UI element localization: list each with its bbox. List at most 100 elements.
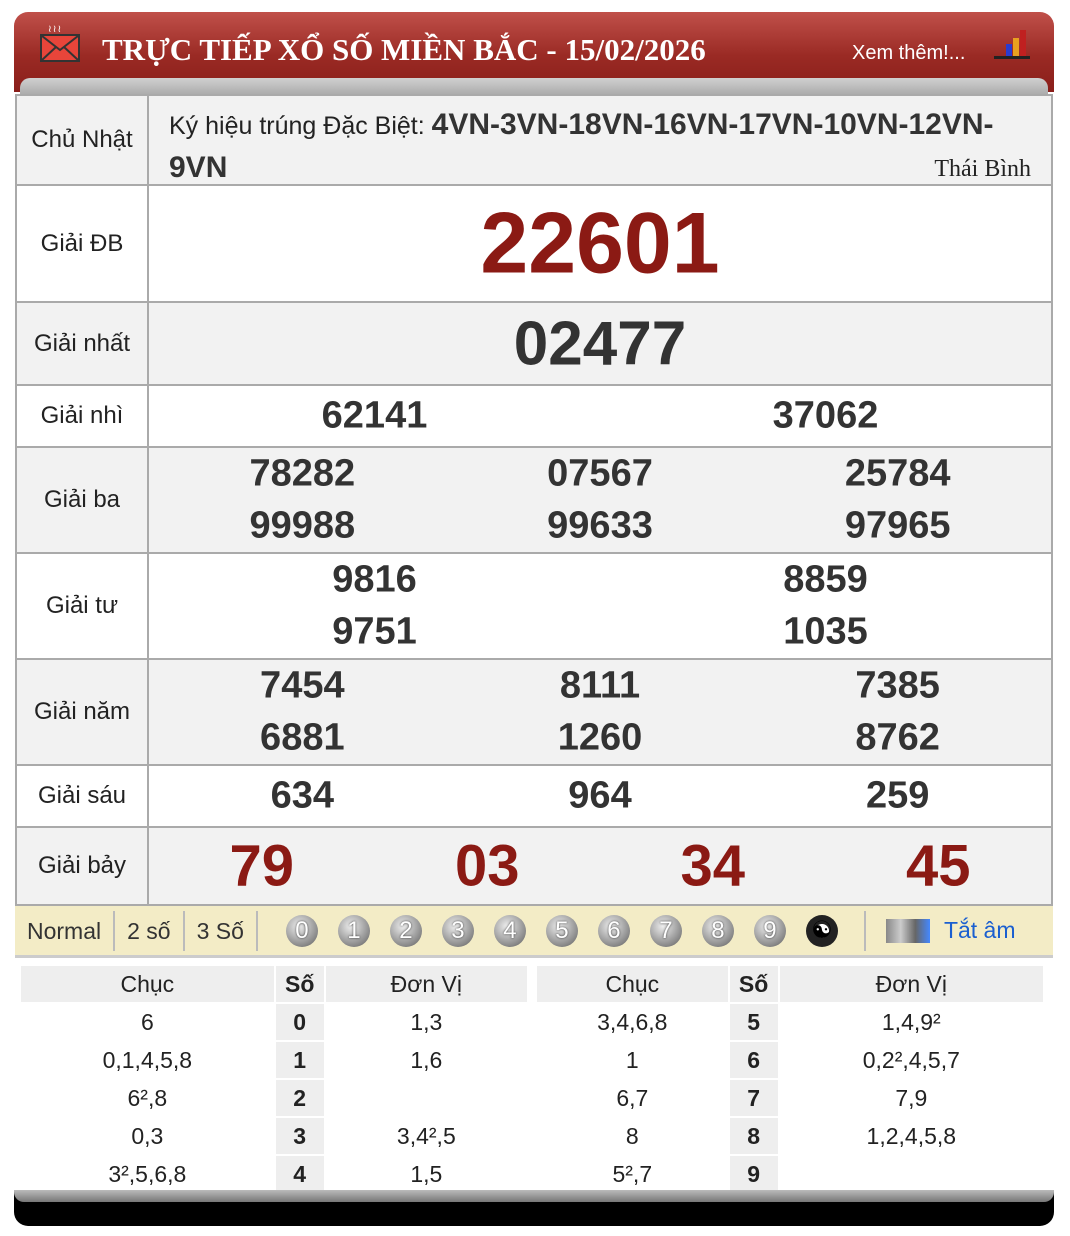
loto-cell: 5 bbox=[729, 1004, 778, 1040]
loto-row: 3²,5,6,8 4 1,5 bbox=[21, 1156, 527, 1192]
prize-number: 7454 bbox=[260, 664, 345, 707]
digit-filter-button[interactable]: 6 bbox=[597, 914, 630, 947]
prize-number: 45 bbox=[905, 833, 971, 899]
mode-tab[interactable]: Normal bbox=[15, 910, 116, 951]
prize-number: 02477 bbox=[513, 309, 687, 378]
loto-row: 0,1,4,5,8 1 1,6 bbox=[21, 1042, 527, 1078]
special-code-label: Ký hiệu trúng Đặc Biệt: bbox=[169, 112, 432, 140]
digit-filter-button[interactable]: 3 bbox=[441, 914, 474, 947]
loto-cell: 0,2²,4,5,7 bbox=[779, 1042, 1043, 1078]
loto-header: Đơn Vị bbox=[325, 966, 527, 1002]
prize-number: 6881 bbox=[260, 716, 345, 759]
loto-cell: 3²,5,6,8 bbox=[21, 1156, 274, 1192]
loto-cell: 3,4,6,8 bbox=[537, 1004, 728, 1040]
prize-number: 964 bbox=[568, 774, 632, 817]
mute-link[interactable]: Tắt âm bbox=[943, 917, 1016, 943]
prize-number: 8859 bbox=[783, 558, 868, 601]
loto-header: Số bbox=[729, 966, 778, 1002]
prize-number: 34 bbox=[680, 833, 746, 899]
yin-yang-icon[interactable]: ☯ bbox=[805, 914, 838, 947]
digit-filter-button[interactable]: 4 bbox=[493, 914, 526, 947]
header-bar: ≀≀≀ TRỰC TIẾP XỔ SỐ MIỀN BẮC - 15/02/202… bbox=[14, 12, 1054, 96]
loto-row: 6²,8 2 bbox=[21, 1080, 527, 1116]
loto-cell: 0,1,4,5,8 bbox=[21, 1042, 274, 1078]
loto-cell: 9 bbox=[729, 1156, 778, 1192]
digit-filter-button[interactable]: 2 bbox=[389, 914, 422, 947]
loto-cell: 1,2,4,5,8 bbox=[779, 1118, 1043, 1154]
prize-label: Giải ĐB bbox=[17, 186, 149, 301]
prize-number: 9816 bbox=[332, 558, 417, 601]
prize-label: Giải nhì bbox=[17, 386, 149, 446]
loto-cell: 1,6 bbox=[325, 1042, 527, 1078]
digit-filter-button[interactable]: 5 bbox=[545, 914, 578, 947]
province: Thái Bình bbox=[934, 156, 1031, 182]
loto-cell: 3,4²,5 bbox=[325, 1118, 527, 1154]
loto-cell: 1,3 bbox=[325, 1004, 527, 1040]
prize-number: 25784 bbox=[844, 452, 951, 495]
loto-cell: 6²,8 bbox=[21, 1080, 274, 1116]
prize-number: 99988 bbox=[249, 504, 356, 547]
prize-number: 79 bbox=[229, 833, 295, 899]
prize-label: Giải tư bbox=[17, 554, 149, 658]
prize-row: Giải nhì 62141 37062 bbox=[17, 386, 1051, 448]
loto-cell: 1,4,9² bbox=[779, 1004, 1043, 1040]
loto-cell: 3 bbox=[275, 1118, 324, 1154]
see-more-link[interactable]: Xem thêm!... bbox=[852, 42, 966, 64]
prize-number: 97965 bbox=[844, 504, 951, 547]
special-code-value: 4VN-3VN-18VN-16VN-17VN-10VN-12VN-9VN bbox=[169, 108, 994, 184]
prize-number: 8762 bbox=[855, 716, 940, 759]
prize-label: Giải năm bbox=[17, 660, 149, 764]
loto-cell: 4 bbox=[275, 1156, 324, 1192]
loto-cell: 7 bbox=[729, 1080, 778, 1116]
prize-number: 03 bbox=[454, 833, 520, 899]
loto-header: Đơn Vị bbox=[779, 966, 1043, 1002]
prize-label: Giải sáu bbox=[17, 766, 149, 826]
prize-label: Giải nhất bbox=[17, 303, 149, 384]
prize-row: Giải nhất 02477 bbox=[17, 303, 1051, 386]
prize-number: 62141 bbox=[321, 394, 428, 437]
mode-tab[interactable]: 3 Số bbox=[185, 910, 258, 951]
loto-cell: 8 bbox=[729, 1118, 778, 1154]
loto-cell bbox=[779, 1156, 1043, 1192]
loto-row: 5²,7 9 bbox=[537, 1156, 1043, 1192]
info-row: Chủ Nhật Ký hiệu trúng Đặc Biệt: 4VN-3VN… bbox=[17, 94, 1051, 186]
speaker-icon[interactable] bbox=[885, 918, 930, 943]
loto-cell: 1 bbox=[275, 1042, 324, 1078]
loto-cell: 6 bbox=[21, 1004, 274, 1040]
prize-row: Giải ĐB 22601 bbox=[17, 186, 1051, 303]
results-table: Chủ Nhật Ký hiệu trúng Đặc Biệt: 4VN-3VN… bbox=[15, 94, 1053, 906]
prize-label: Giải bảy bbox=[17, 828, 149, 904]
loto-cell: 8 bbox=[537, 1118, 728, 1154]
loto-table-left: Chục Số Đơn Vị 6 0 1,3 0,1,4,5,8 1 1,6 6²,8 2 0,3 3 3… bbox=[19, 964, 529, 1194]
loto-row: 0,3 3 3,4²,5 bbox=[21, 1118, 527, 1154]
footer-bar bbox=[14, 1190, 1054, 1226]
day-label: Chủ Nhật bbox=[17, 96, 149, 184]
loto-cell: 6 bbox=[729, 1042, 778, 1078]
prize-number: 259 bbox=[865, 774, 930, 817]
mode-tab[interactable]: 2 số bbox=[115, 910, 185, 951]
loto-cell: 2 bbox=[275, 1080, 324, 1116]
digit-filter-button[interactable]: 9 bbox=[753, 914, 786, 947]
bar-chart-icon[interactable] bbox=[994, 30, 1030, 60]
prize-row: Giải tư 9816 8859 9751 1035 bbox=[17, 554, 1051, 660]
loto-cell: 0 bbox=[275, 1004, 324, 1040]
prize-number: 9751 bbox=[332, 610, 417, 653]
prize-row: Giải ba 78282 07567 25784 99988 99633 97965 bbox=[17, 448, 1051, 554]
loto-cell bbox=[325, 1080, 527, 1116]
loto-row: 6,7 7 7,9 bbox=[537, 1080, 1043, 1116]
prize-number: 37062 bbox=[772, 394, 879, 437]
digit-filter-button[interactable]: 1 bbox=[337, 914, 370, 947]
prize-number: 7385 bbox=[855, 664, 940, 707]
loto-cell: 5²,7 bbox=[537, 1156, 728, 1192]
loto-cell: 0,3 bbox=[21, 1118, 274, 1154]
loto-header: Số bbox=[275, 966, 324, 1002]
digit-filter-button[interactable]: 8 bbox=[701, 914, 734, 947]
prize-row: Giải bảy 79 03 34 45 bbox=[17, 828, 1051, 906]
prize-number: 78282 bbox=[249, 452, 356, 495]
page-title: TRỰC TIẾP XỔ SỐ MIỀN BẮC - 15/02/2026 bbox=[102, 32, 706, 67]
loto-toolbar: Normal 2 số 3 Số 0 1 2 3 4 5 6 7 8 9 ☯ Tắt âm bbox=[15, 906, 1053, 958]
steam-icon: ≀≀≀ bbox=[48, 24, 63, 35]
digit-filter-button[interactable]: 7 bbox=[649, 914, 682, 947]
digit-filter-button[interactable]: 0 bbox=[285, 914, 318, 947]
prize-number: 8111 bbox=[559, 664, 641, 707]
